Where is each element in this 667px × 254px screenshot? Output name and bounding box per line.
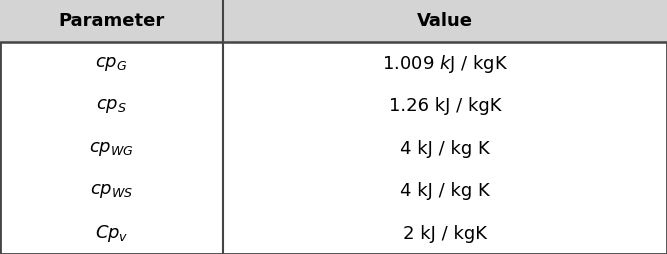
Text: 4 kJ / kg K: 4 kJ / kg K — [400, 139, 490, 157]
Text: 1.26 kJ / kgK: 1.26 kJ / kgK — [389, 97, 502, 115]
Text: $cp_S$: $cp_S$ — [96, 97, 127, 115]
Text: $cp_{WS}$: $cp_{WS}$ — [90, 182, 133, 199]
Text: Value: Value — [418, 12, 473, 30]
Text: 1.009 $k$J / kgK: 1.009 $k$J / kgK — [382, 53, 508, 74]
Text: Parameter: Parameter — [59, 12, 165, 30]
Text: $Cp_v$: $Cp_v$ — [95, 222, 129, 243]
Bar — [0, 0, 667, 42]
Text: 4 kJ / kg K: 4 kJ / kg K — [400, 182, 490, 199]
Text: 2 kJ / kgK: 2 kJ / kgK — [404, 224, 487, 242]
Text: $cp_{WG}$: $cp_{WG}$ — [89, 139, 134, 157]
Text: $cp_G$: $cp_G$ — [95, 55, 128, 72]
